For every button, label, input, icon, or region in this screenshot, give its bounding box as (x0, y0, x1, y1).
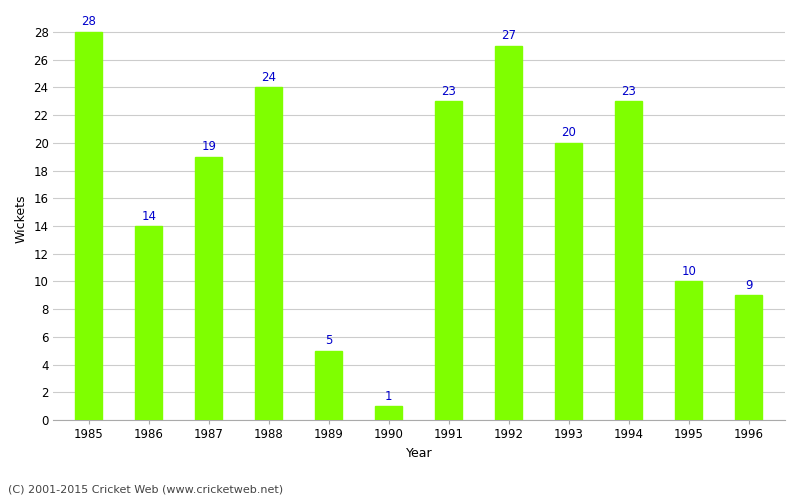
Text: 23: 23 (622, 85, 636, 98)
Text: 19: 19 (202, 140, 216, 153)
Bar (195, 156, 222, 420)
Text: 28: 28 (82, 16, 96, 28)
Bar (315, 351, 342, 420)
Text: 14: 14 (142, 210, 156, 222)
Bar (615, 101, 642, 420)
Text: 9: 9 (746, 279, 753, 292)
Text: 23: 23 (442, 85, 456, 98)
Text: (C) 2001-2015 Cricket Web (www.cricketweb.net): (C) 2001-2015 Cricket Web (www.cricketwe… (8, 485, 283, 495)
Bar (495, 46, 522, 420)
Bar (555, 143, 582, 420)
X-axis label: Year: Year (406, 447, 432, 460)
Bar (255, 88, 282, 420)
Text: 20: 20 (562, 126, 576, 140)
Bar (135, 226, 162, 420)
Text: 10: 10 (682, 265, 697, 278)
Bar (375, 406, 402, 420)
Text: 24: 24 (262, 71, 276, 84)
Bar (675, 282, 702, 420)
Text: 1: 1 (385, 390, 393, 403)
Bar (75, 32, 102, 420)
Text: 27: 27 (502, 30, 516, 43)
Bar (435, 101, 462, 420)
Text: 5: 5 (325, 334, 333, 347)
Y-axis label: Wickets: Wickets (15, 195, 28, 244)
Bar (735, 296, 762, 420)
